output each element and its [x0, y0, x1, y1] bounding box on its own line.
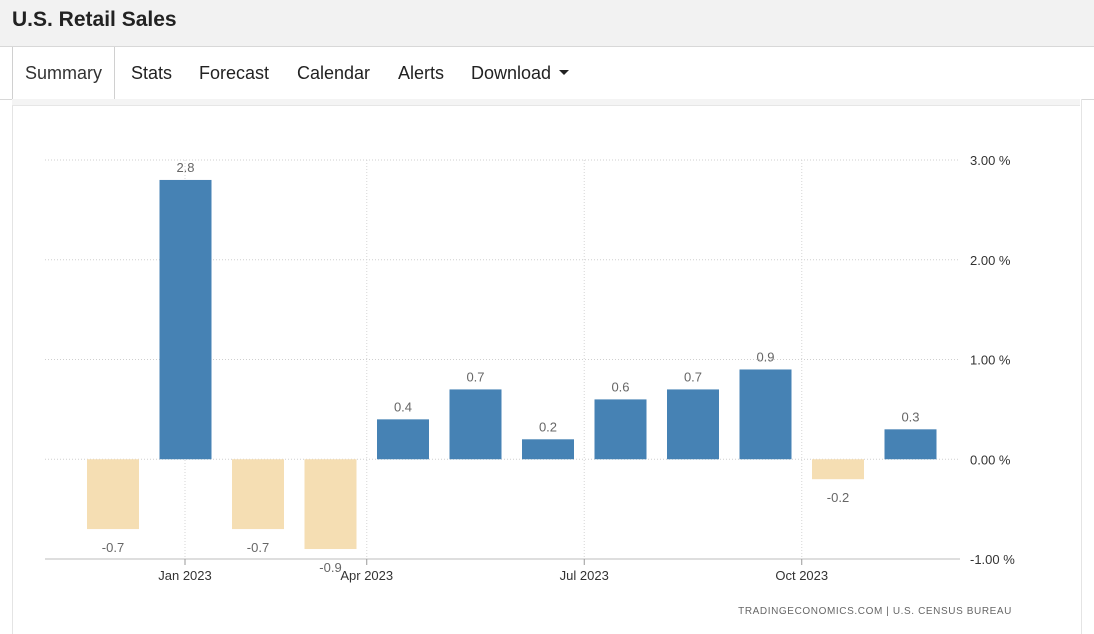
bar	[232, 459, 284, 530]
bar	[739, 369, 792, 460]
data-label: 0.2	[539, 419, 557, 434]
data-label: -0.9	[319, 560, 341, 575]
bar	[377, 419, 429, 460]
x-tick-label: Oct 2023	[775, 568, 828, 583]
y-tick-label: 0.00 %	[970, 452, 1011, 467]
x-tick-label: Jul 2023	[560, 568, 609, 583]
data-label: -0.7	[247, 540, 269, 555]
bar	[304, 459, 357, 550]
x-tick-label: Jan 2023	[158, 568, 212, 583]
y-tick-label: 2.00 %	[970, 253, 1011, 268]
data-label: 0.6	[611, 379, 629, 394]
panel-top-strip	[12, 99, 1080, 106]
bar	[884, 429, 937, 460]
page-title: U.S. Retail Sales	[12, 8, 177, 31]
bar	[667, 389, 719, 460]
bar	[522, 439, 574, 460]
data-label: 0.7	[466, 369, 484, 384]
data-label: -0.7	[102, 540, 124, 555]
source-attribution: TRADINGECONOMICS.COM | U.S. CENSUS BUREA…	[738, 606, 1012, 617]
data-label: -0.2	[827, 490, 849, 505]
data-label: 0.9	[756, 349, 774, 364]
tab-alerts[interactable]: Alerts	[398, 63, 445, 83]
caret-down-icon	[559, 69, 570, 75]
tab-download-label: Download	[471, 63, 552, 83]
data-label: 0.7	[684, 369, 702, 384]
bar	[159, 179, 212, 460]
data-label: 0.4	[394, 399, 412, 414]
data-label: 0.3	[901, 409, 919, 424]
bar	[812, 459, 864, 480]
x-tick-label: Apr 2023	[340, 568, 393, 583]
y-tick-label: -1.00 %	[970, 552, 1015, 567]
y-tick-label: 3.00 %	[970, 153, 1011, 168]
tab-download[interactable]: Download	[471, 47, 570, 99]
tab-stats[interactable]: Stats	[131, 63, 173, 83]
tab-forecast[interactable]: Forecast	[199, 63, 270, 83]
data-label: 2.8	[176, 160, 194, 175]
tab-bar: Summary Stats Forecast Calendar Alerts D…	[0, 47, 1094, 101]
y-tick-label: 1.00 %	[970, 353, 1011, 368]
bar	[594, 399, 647, 460]
title-bar: U.S. Retail Sales	[0, 0, 1094, 47]
bar	[87, 459, 139, 530]
bar	[449, 389, 502, 460]
tab-summary[interactable]: Summary	[12, 47, 116, 101]
tab-calendar[interactable]: Calendar	[297, 63, 371, 83]
